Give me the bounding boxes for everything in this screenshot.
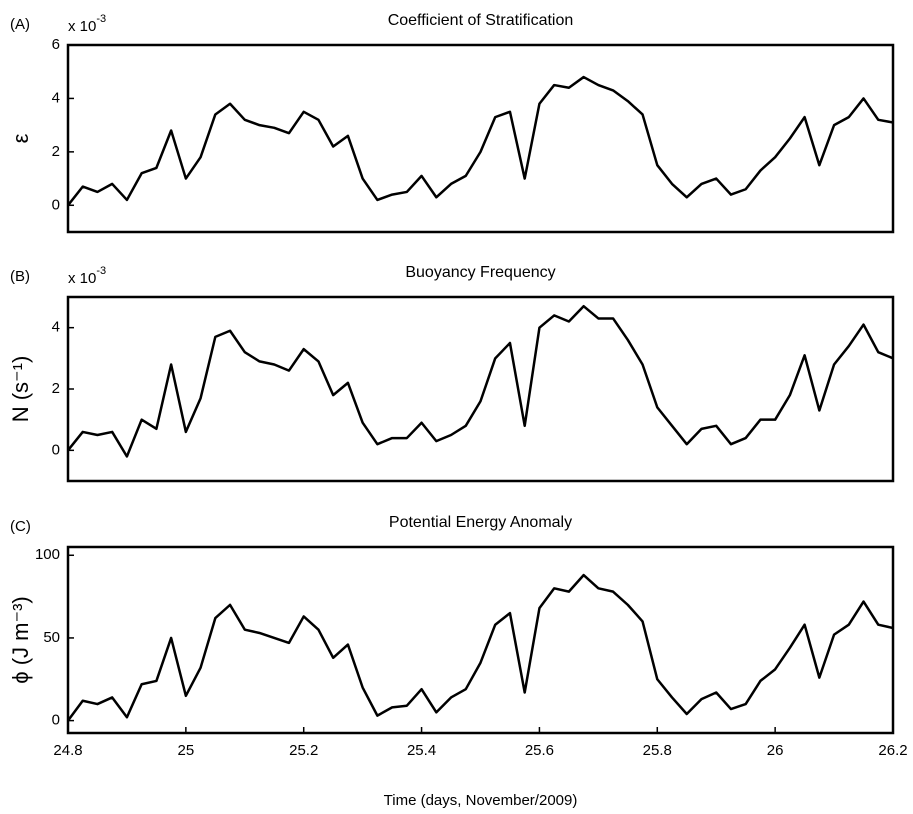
x-axis-label: Time (days, November/2009) bbox=[384, 792, 578, 809]
axis-multiplier: x 10-3 bbox=[68, 265, 106, 287]
x-tick-label: 25.8 bbox=[643, 742, 672, 759]
x-tick-label: 26 bbox=[767, 742, 784, 759]
data-line bbox=[67, 75, 894, 207]
y-tick-label: 6 bbox=[52, 36, 60, 53]
y-axis-label: N (s⁻¹) bbox=[8, 356, 33, 423]
panel-label: (A) bbox=[10, 16, 30, 33]
plot-frame bbox=[66, 295, 895, 483]
y-tick-label: 2 bbox=[52, 143, 60, 160]
x-tick-label: 25.4 bbox=[407, 742, 436, 759]
multiplier-exponent: -3 bbox=[96, 265, 106, 277]
data-line bbox=[66, 573, 894, 722]
panel-label: (B) bbox=[10, 268, 30, 285]
panel-label: (C) bbox=[10, 518, 31, 535]
y-tick-label: 4 bbox=[52, 319, 60, 336]
y-axis-label: ϕ (J m⁻³) bbox=[8, 596, 33, 683]
y-tick-label: 0 bbox=[52, 712, 60, 729]
multiplier-base: x 10 bbox=[68, 18, 96, 35]
x-tick-label: 25.2 bbox=[289, 742, 318, 759]
y-tick-label: 2 bbox=[52, 380, 60, 397]
data-line bbox=[67, 304, 894, 458]
y-tick-label: 4 bbox=[52, 89, 60, 106]
y-tick-label: 50 bbox=[43, 629, 60, 646]
y-tick-label: 0 bbox=[52, 441, 60, 458]
panel-title: Coefficient of Stratification bbox=[388, 12, 574, 29]
panel-title: Buoyancy Frequency bbox=[405, 264, 555, 281]
multiplier-base: x 10 bbox=[68, 270, 96, 287]
x-tick-label: 25 bbox=[178, 742, 195, 759]
y-axis-label: ε bbox=[8, 133, 33, 143]
x-tick-label: 25.6 bbox=[525, 742, 554, 759]
x-tick-label: 24.8 bbox=[53, 742, 82, 759]
axis-multiplier: x 10-3 bbox=[68, 13, 106, 35]
y-tick-label: 100 bbox=[35, 546, 60, 563]
multiplier-exponent: -3 bbox=[96, 13, 106, 25]
x-tick-label: 26.2 bbox=[878, 742, 907, 759]
plot-frame bbox=[66, 545, 895, 735]
y-tick-label: 0 bbox=[52, 196, 60, 213]
plot-frame bbox=[66, 43, 895, 234]
panel-title: Potential Energy Anomaly bbox=[389, 514, 572, 531]
